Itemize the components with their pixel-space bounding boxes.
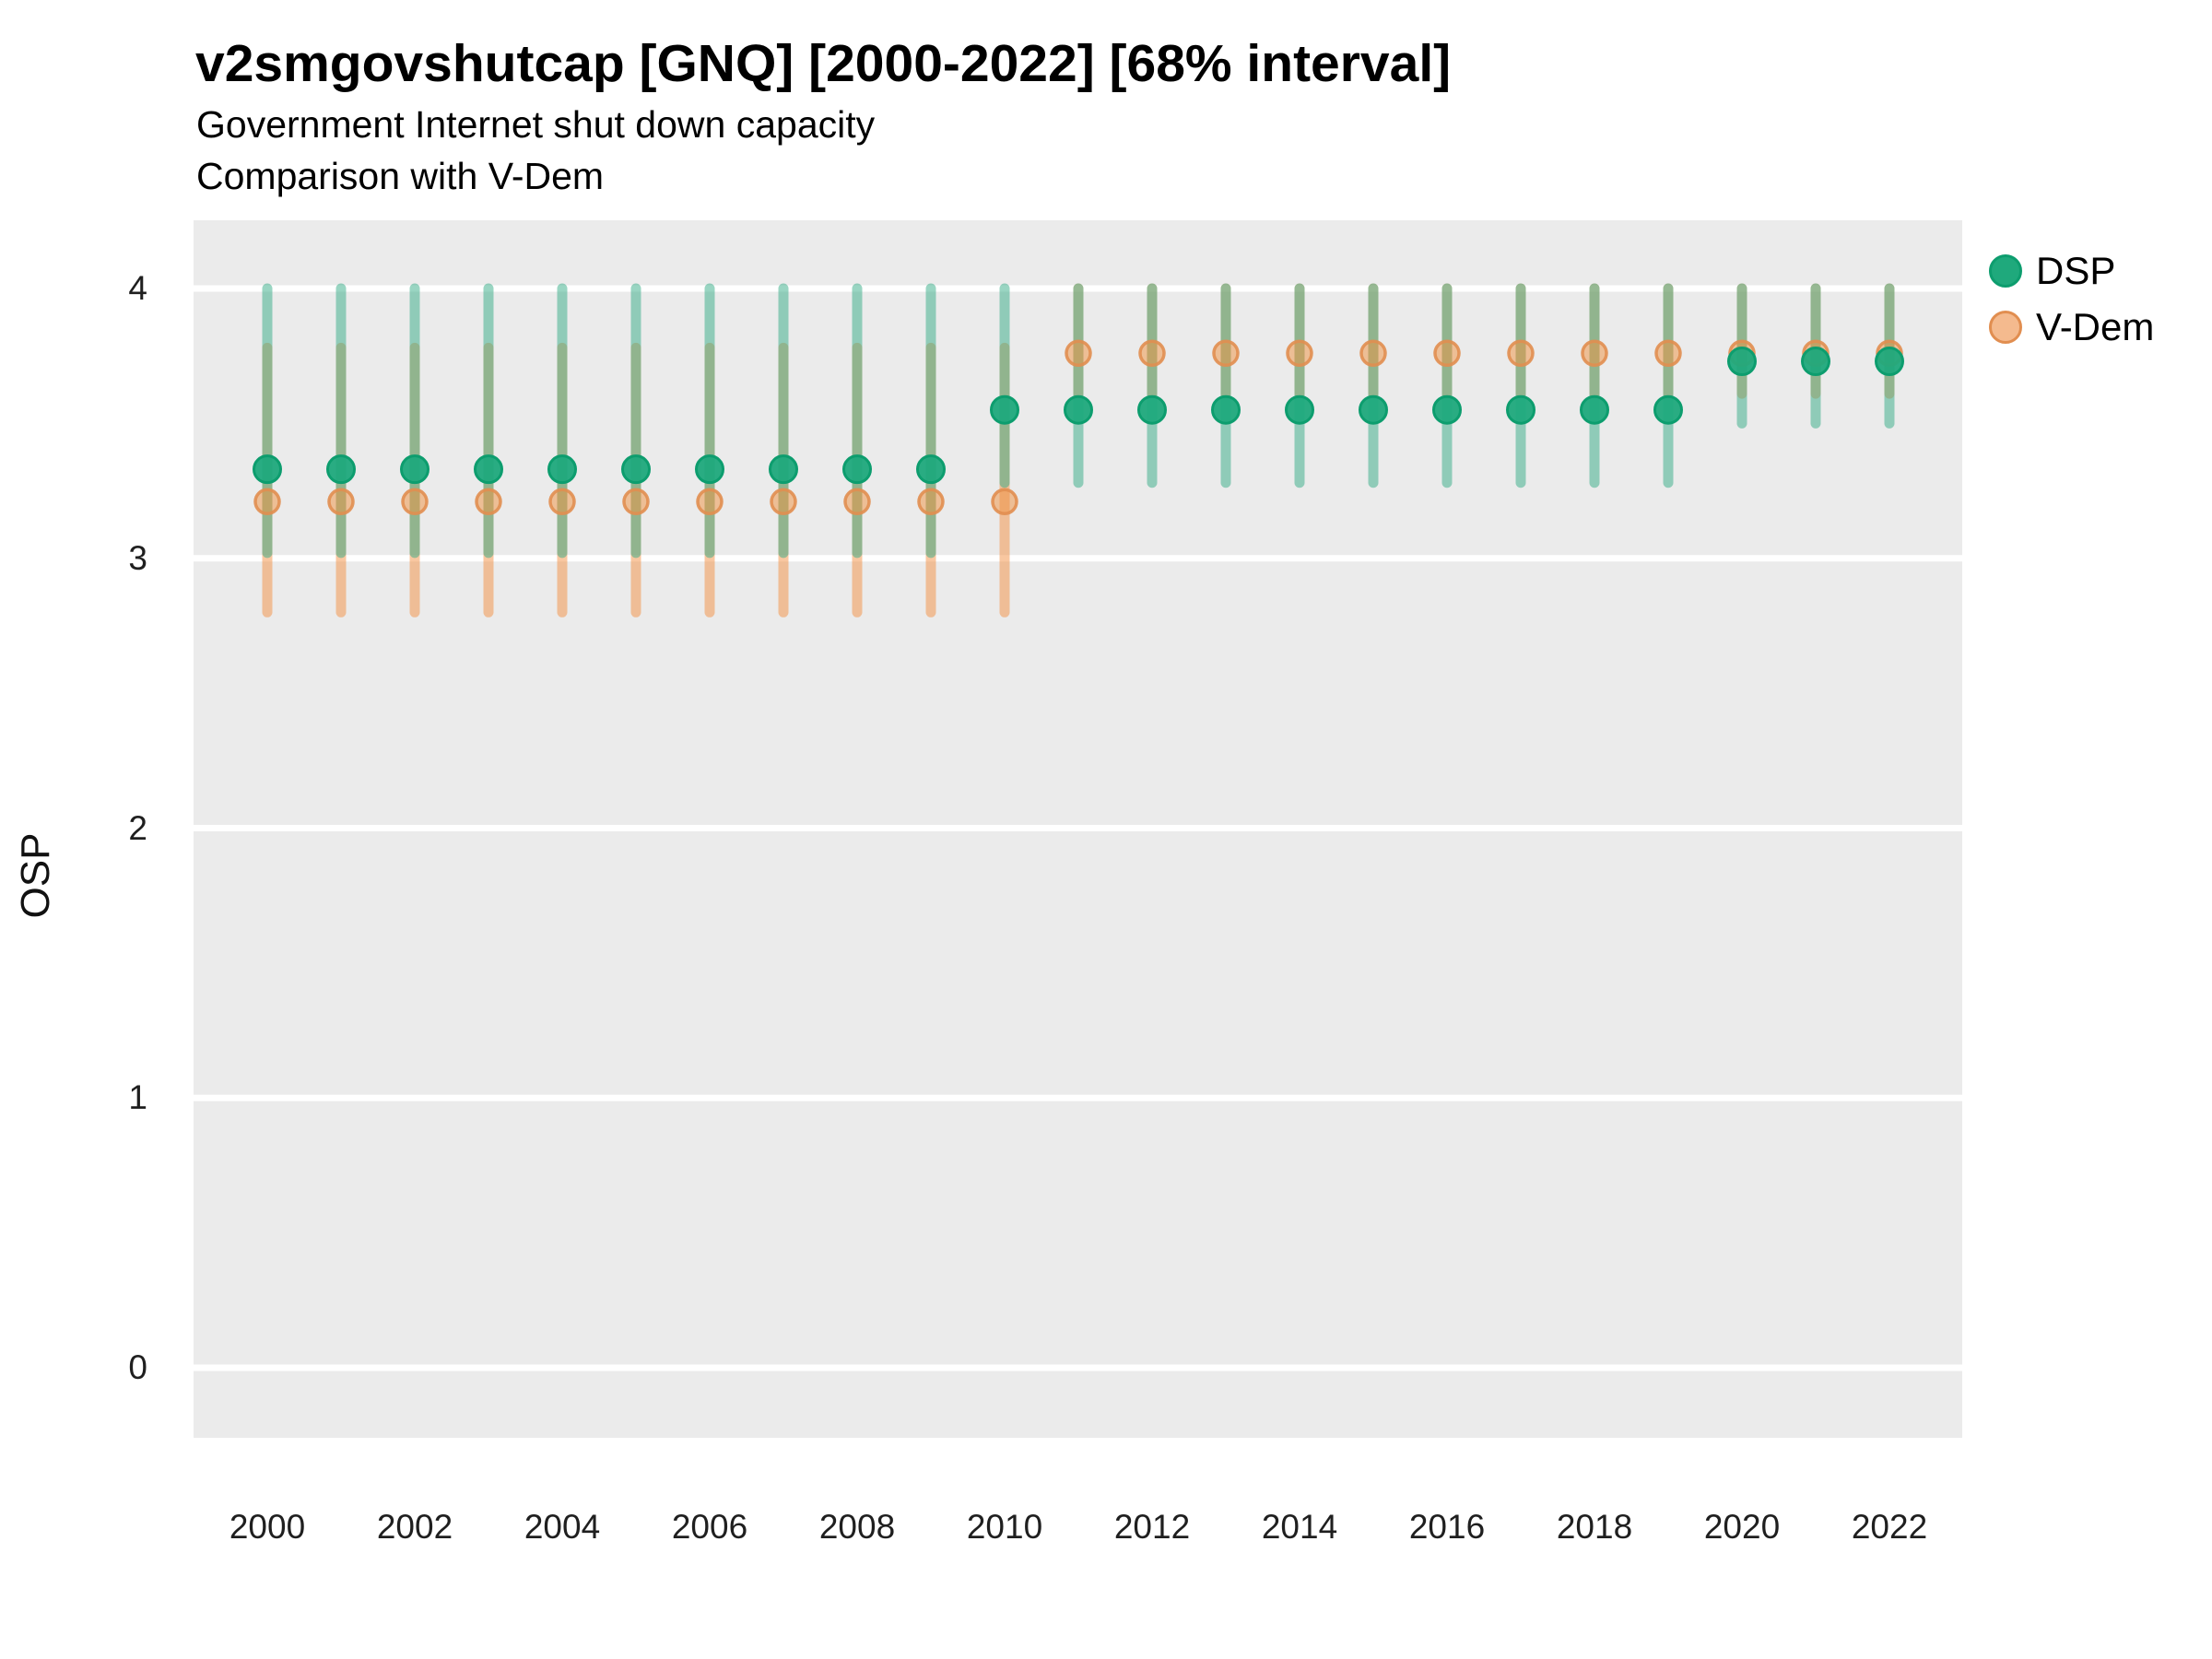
dsp-point-2014 xyxy=(1285,394,1314,425)
y-tick-label-2: 2 xyxy=(128,808,147,847)
dsp-point-2011 xyxy=(1064,394,1093,425)
vdem-point-2003 xyxy=(475,488,502,516)
dsp-point-2022 xyxy=(1875,347,1904,377)
dsp-point-2007 xyxy=(769,454,798,485)
y-tick-label-4: 4 xyxy=(128,269,147,307)
y-tick-label-1: 1 xyxy=(128,1078,147,1117)
dsp-point-2005 xyxy=(621,454,651,485)
vdem-point-2018 xyxy=(1581,339,1608,368)
dsp-point-2013 xyxy=(1211,394,1241,425)
x-tick-label-2022: 2022 xyxy=(1851,1508,1928,1546)
dsp-point-2010 xyxy=(990,394,1019,425)
vdem-point-2014 xyxy=(1286,339,1313,368)
x-tick-label-2004: 2004 xyxy=(524,1508,601,1546)
legend-item-dsp: DSP xyxy=(1989,249,2154,292)
legend-label-dsp: DSP xyxy=(2036,248,2116,292)
legend: DSP V-Dem xyxy=(1989,249,2154,361)
vdem-point-2007 xyxy=(770,488,797,516)
vdem-point-2006 xyxy=(696,488,724,516)
dsp-point-2001 xyxy=(326,454,356,485)
dsp-point-2018 xyxy=(1580,394,1609,425)
dsp-point-2012 xyxy=(1137,394,1167,425)
vdem-legend-swatch-icon xyxy=(1989,310,2022,344)
x-tick-label-2002: 2002 xyxy=(376,1508,453,1546)
dsp-point-2000 xyxy=(253,454,282,485)
dsp-point-2003 xyxy=(474,454,503,485)
vdem-point-2015 xyxy=(1359,339,1387,368)
dsp-legend-swatch-icon xyxy=(1989,253,2022,288)
dsp-point-2015 xyxy=(1359,394,1388,425)
vdem-point-2002 xyxy=(401,488,429,516)
x-tick-label-2012: 2012 xyxy=(1113,1508,1191,1546)
x-tick-label-2020: 2020 xyxy=(1703,1508,1781,1546)
vdem-point-2004 xyxy=(548,488,576,516)
dsp-point-2006 xyxy=(695,454,724,485)
x-tick-label-2014: 2014 xyxy=(1261,1508,1338,1546)
x-tick-label-2000: 2000 xyxy=(229,1508,306,1546)
dsp-point-2009 xyxy=(916,454,946,485)
x-tick-label-2018: 2018 xyxy=(1556,1508,1633,1546)
y-tick-label-0: 0 xyxy=(128,1348,147,1386)
x-tick-label-2010: 2010 xyxy=(966,1508,1043,1546)
page-title: v2smgovshutcap [GNQ] [2000-2022] [68% in… xyxy=(195,34,1452,93)
x-tick-label-2008: 2008 xyxy=(818,1508,896,1546)
vdem-point-2008 xyxy=(843,488,871,516)
legend-label-vdem: V-Dem xyxy=(2036,304,2155,348)
chart-subtitle: Government Internet shut down capacity xyxy=(196,103,876,146)
dsp-point-2016 xyxy=(1432,394,1462,425)
vdem-point-2012 xyxy=(1138,339,1166,368)
x-tick-label-2016: 2016 xyxy=(1408,1508,1486,1546)
legend-item-vdem: V-Dem xyxy=(1989,305,2154,348)
dsp-point-2019 xyxy=(1653,394,1683,425)
vdem-point-2000 xyxy=(253,488,281,516)
dsp-point-2020 xyxy=(1727,347,1757,377)
dsp-point-2002 xyxy=(400,454,429,485)
vdem-point-2013 xyxy=(1212,339,1240,368)
y-tick-label-3: 3 xyxy=(128,538,147,577)
x-tick-label-2006: 2006 xyxy=(671,1508,748,1546)
vdem-point-2001 xyxy=(327,488,355,516)
vdem-point-2016 xyxy=(1433,339,1461,368)
vdem-point-2019 xyxy=(1654,339,1682,368)
dsp-point-2021 xyxy=(1801,347,1830,377)
vdem-point-2017 xyxy=(1507,339,1535,368)
vdem-point-2010 xyxy=(991,488,1018,516)
dsp-point-2004 xyxy=(547,454,577,485)
dsp-point-2008 xyxy=(842,454,872,485)
dsp-point-2017 xyxy=(1506,394,1535,425)
vdem-point-2009 xyxy=(917,488,945,516)
chart-subtitle-2: Comparison with V-Dem xyxy=(196,155,605,197)
vdem-point-2005 xyxy=(622,488,650,516)
vdem-point-2011 xyxy=(1065,339,1092,368)
